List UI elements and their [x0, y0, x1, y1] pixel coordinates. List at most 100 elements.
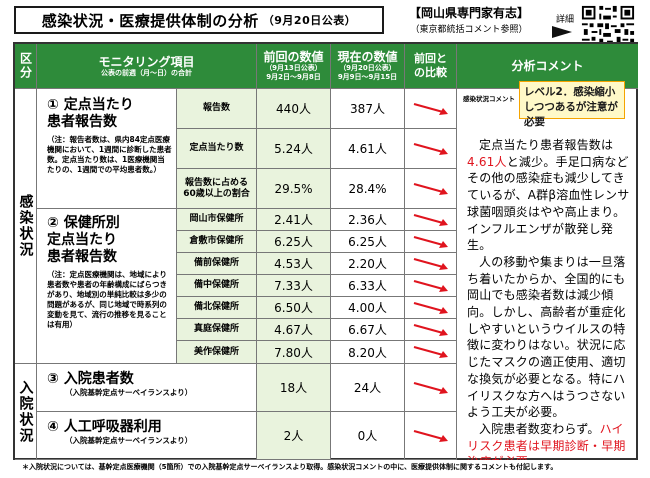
- comment-area: 感染状況コメント 定点当たり患者報告数は 4.61人と減少。手足口病などその他の感…: [457, 89, 638, 460]
- footnote: ＊入院状況については、基幹定点医療機関（5箇所）での入院基幹定点サーベイランスよ…: [22, 463, 558, 471]
- comment-p3-a: 入院患者数変わらず。: [479, 421, 600, 436]
- row-compare: [405, 89, 457, 129]
- row-curr-value: 6.25人: [331, 231, 405, 253]
- title-date: （9月20日公表）: [262, 14, 357, 27]
- comment-p1-b: と減少。手足口病などその他の感染症も減少してきているが、A群β溶血性レンサ球菌咽…: [467, 154, 630, 253]
- row-label: 報告数に占める 60歳以上の割合: [177, 169, 257, 209]
- arrow-down-right-icon: [413, 182, 448, 195]
- row-curr-value: 6.67人: [331, 319, 405, 341]
- row-prev-value: 5.24人: [257, 129, 331, 169]
- header-compare: 前回との比較: [405, 44, 457, 89]
- category-infection: 感染状況: [15, 89, 37, 364]
- row-curr-value: 28.4%: [331, 169, 405, 209]
- row-prev-value: 2.41人: [257, 209, 331, 231]
- row-label: 報告数: [177, 89, 257, 129]
- section-4-sub: （入院基幹定点サーベイランスより）: [65, 436, 193, 445]
- row-prev-value: 29.5%: [257, 169, 331, 209]
- header-prev-text: 前回の数値: [263, 50, 324, 64]
- source-note: 【岡山県専門家有志】 （東京都統括コメント参照）: [394, 4, 544, 35]
- comment-p1-a: 定点当たり患者報告数は: [479, 138, 614, 152]
- comment-body: 定点当たり患者報告数は 4.61人と減少。手足口病などその他の感染症も減少してきて…: [457, 137, 638, 460]
- comment-p3-red: ハイリスク患者は早期診断・早期治療が必要。: [467, 421, 626, 460]
- comment-paragraph-3: 入院患者数変わらず。ハイリスク患者は早期診断・早期治療が必要。: [467, 421, 633, 460]
- row-compare: [405, 319, 457, 341]
- row-prev-value: 7.80人: [257, 341, 331, 364]
- comment-p1-red: 4.61人: [467, 154, 507, 169]
- header-prev: 前回の数値 （9月13日公表） 9月2日～9月8日: [257, 44, 331, 89]
- row-prev-value: 2人: [257, 412, 331, 460]
- section-3-sub: （入院基幹定点サーベイランスより）: [65, 388, 193, 397]
- row-label: 倉敷市保健所: [177, 231, 257, 253]
- row-curr-value: 2.36人: [331, 209, 405, 231]
- arrow-down-right-icon: [413, 235, 448, 248]
- row-prev-value: 6.50人: [257, 297, 331, 319]
- row-curr-value: 4.00人: [331, 297, 405, 319]
- row-prev-value: 440人: [257, 89, 331, 129]
- row-prev-value: 6.25人: [257, 231, 331, 253]
- row-compare: [405, 209, 457, 231]
- header-curr: 現在の数値 （9月20日公表） 9月9日～9月15日: [331, 44, 405, 89]
- section-1-title: ① 定点当たり 患者報告数: [47, 97, 134, 130]
- section-4-title: ④ 人工呼吸器利用: [47, 419, 162, 435]
- row-compare: [405, 169, 457, 209]
- row-curr-value: 6.33人: [331, 275, 405, 297]
- section-2-note: （注：定点医療機関は、地域により患者数や患者の年齢構成にばらつきがあり、地域別の…: [47, 270, 167, 329]
- header-curr-sub1: （9月20日公表）: [339, 64, 396, 72]
- arrow-down-right-icon: [413, 279, 448, 292]
- level-badge: レベル2．感染縮小しつつあるが注意が必要: [519, 81, 625, 128]
- comment-side-label: 感染状況コメント: [463, 95, 515, 103]
- row-prev-value: 7.33人: [257, 275, 331, 297]
- row-compare: [405, 341, 457, 364]
- page-title: 感染状況・医療提供体制の分析 （9月20日公表）: [14, 6, 384, 34]
- header-category: 区分: [15, 44, 37, 89]
- arrow-down-right-icon: [413, 102, 448, 115]
- header-prev-sub1: （9月13日公表）: [265, 64, 322, 72]
- source-sub: （東京都統括コメント参照）: [410, 25, 528, 35]
- arrow-down-right-icon: [413, 213, 448, 226]
- row-curr-value: 8.20人: [331, 341, 405, 364]
- row-compare: [405, 412, 457, 460]
- row-prev-value: 4.53人: [257, 253, 331, 275]
- row-prev-value: 18人: [257, 364, 331, 412]
- row-curr-value: 4.61人: [331, 129, 405, 169]
- arrow-down-right-icon: [413, 142, 448, 155]
- row-compare: [405, 231, 457, 253]
- section-3-title: ③ 入院患者数: [47, 371, 134, 387]
- row-label: 美作保健所: [177, 341, 257, 364]
- row-label: 定点当たり数: [177, 129, 257, 169]
- row-compare: [405, 275, 457, 297]
- section-1: ① 定点当たり 患者報告数 （注：報告者数は、県内84定点医療機関において、1週…: [37, 89, 177, 209]
- header-monitoring: モニタリング項目 公表の前週（月～日）の合計: [37, 44, 257, 89]
- category-hospital-text: 入院状況: [17, 379, 34, 444]
- arrow-down-right-icon: [413, 381, 448, 394]
- row-label: 岡山市保健所: [177, 209, 257, 231]
- header-category-text: 区分: [18, 52, 33, 80]
- row-curr-value: 2.20人: [331, 253, 405, 275]
- row-label: 真庭保健所: [177, 319, 257, 341]
- row-label: 備前保健所: [177, 253, 257, 275]
- title-text: 感染状況・医療提供体制の分析: [41, 11, 259, 30]
- detail-label: 詳細: [556, 15, 575, 25]
- section-1-note: （注：報告者数は、県内84定点医療機関において、1週間に診断した患者数。定点当た…: [47, 135, 172, 174]
- source-main: 【岡山県専門家有志】: [408, 6, 529, 20]
- analysis-table: 区分 モニタリング項目 公表の前週（月～日）の合計 前回の数値 （9月13日公表…: [13, 42, 638, 460]
- header-compare-text: 前回との比較: [414, 52, 447, 79]
- comment-paragraph-2: 人の移動や集まりは一旦落ち着いたからか、全国的にも岡山でも感染者数は減少傾向。し…: [467, 254, 626, 420]
- header-prev-sub2: 9月2日～9月8日: [266, 73, 321, 81]
- page-header: 感染状況・医療提供体制の分析 （9月20日公表） 【岡山県専門家有志】 （東京都…: [0, 0, 650, 60]
- header-curr-sub2: 9月9日～9月15日: [337, 73, 398, 81]
- arrow-down-right-icon: [413, 345, 448, 358]
- row-compare: [405, 364, 457, 412]
- section-4: ④ 人工呼吸器利用 （入院基幹定点サーベイランスより）: [37, 412, 257, 460]
- section-2-title: ② 保健所別 定点当たり 患者報告数: [47, 215, 120, 265]
- header-monitoring-sub: 公表の前週（月～日）の合計: [101, 68, 192, 77]
- header-comment-text: 分析コメント: [511, 59, 584, 73]
- row-curr-value: 0人: [331, 412, 405, 460]
- row-prev-value: 4.67人: [257, 319, 331, 341]
- row-curr-value: 387人: [331, 89, 405, 129]
- row-label: 備中保健所: [177, 275, 257, 297]
- row-compare: [405, 253, 457, 275]
- arrow-down-right-icon: [413, 323, 448, 336]
- header-curr-text: 現在の数値: [337, 50, 398, 64]
- row-compare: [405, 297, 457, 319]
